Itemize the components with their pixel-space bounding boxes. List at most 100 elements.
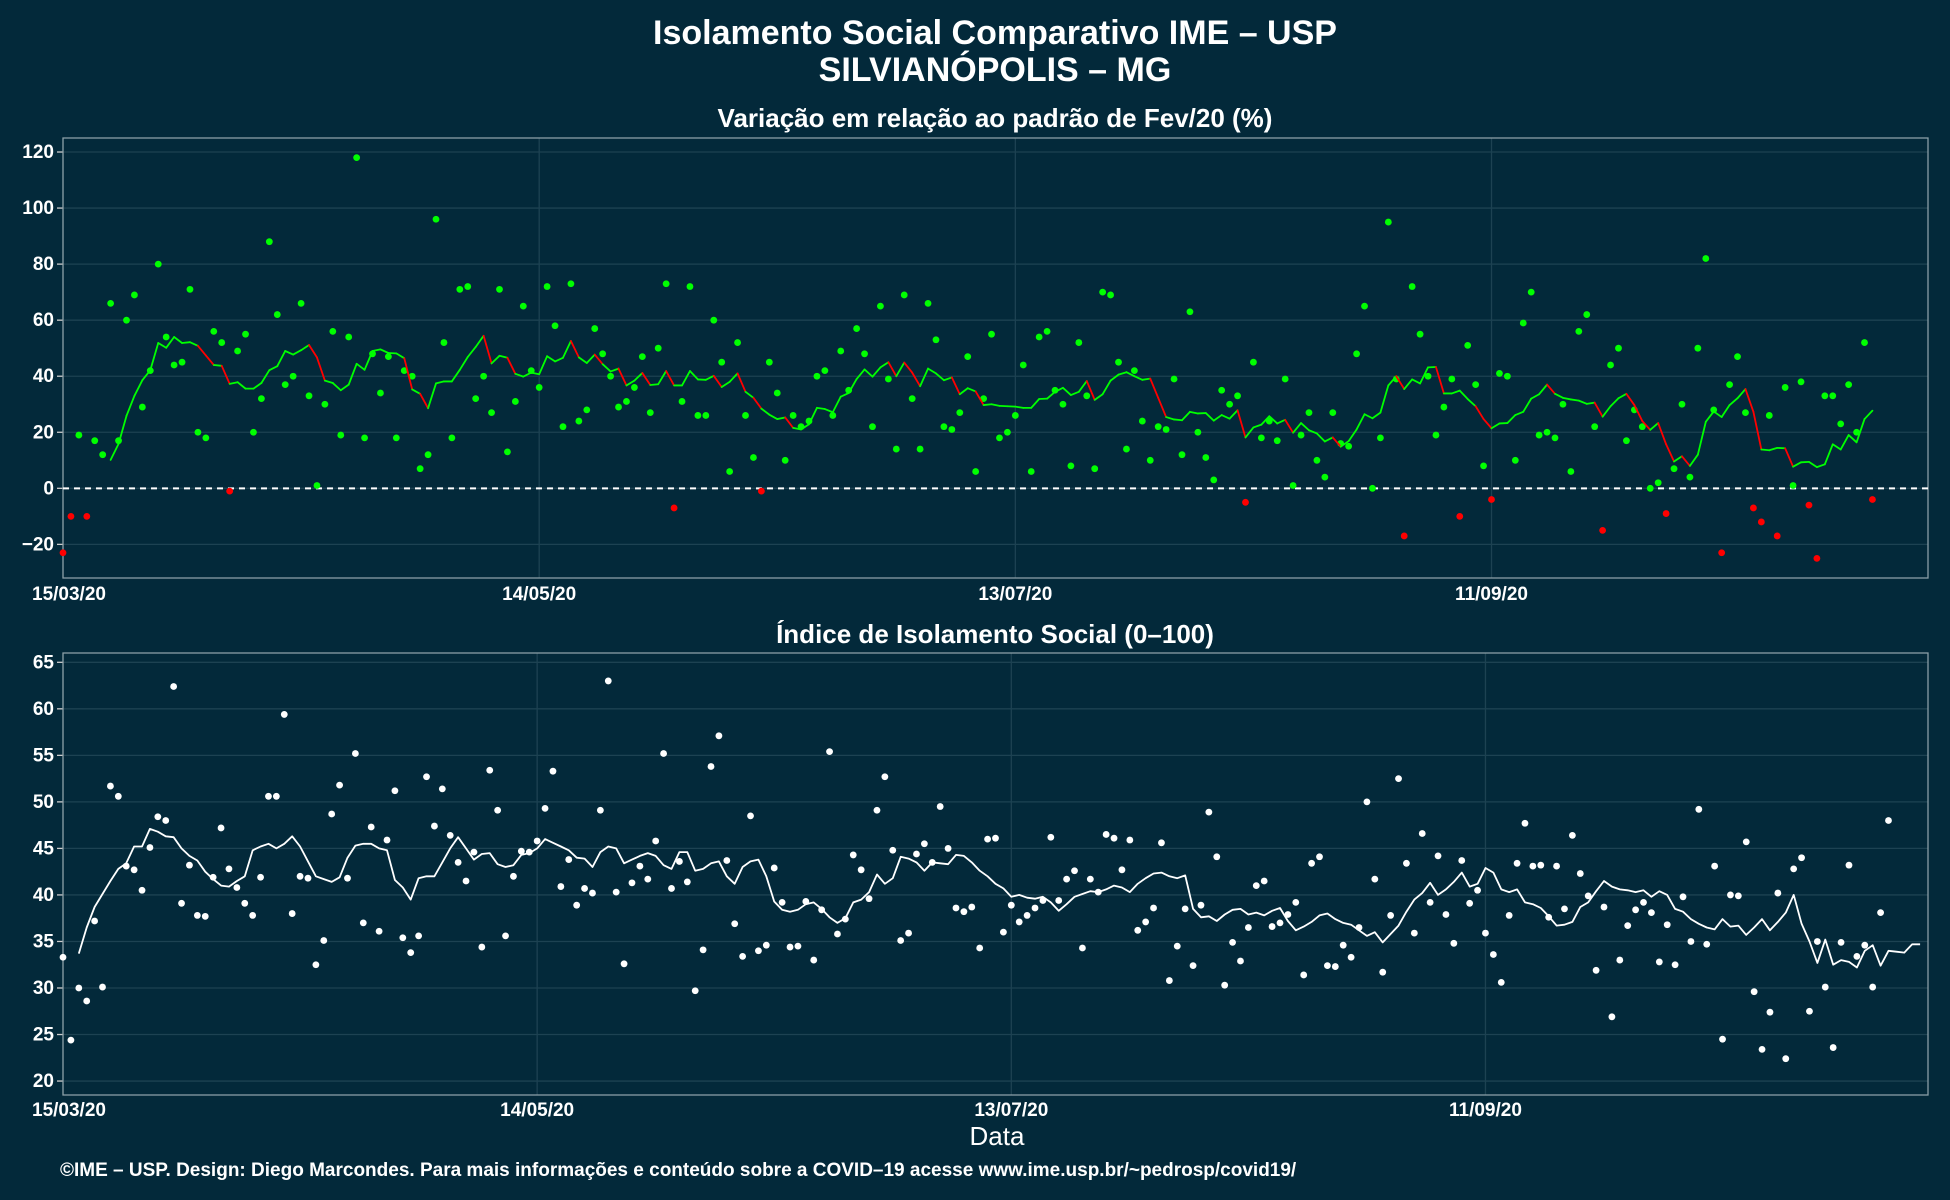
data-point [581, 885, 588, 892]
data-point [1654, 479, 1662, 487]
trend-segment [752, 396, 763, 410]
data-point [739, 952, 747, 960]
data-point [1679, 893, 1687, 901]
data-point [1210, 476, 1218, 484]
data-point [575, 417, 583, 425]
data-point [1474, 886, 1481, 894]
data-point [1773, 532, 1781, 540]
trend-segment [1625, 392, 1636, 406]
trend-segment [760, 407, 771, 416]
data-point [1244, 924, 1252, 931]
trend-segment [1284, 418, 1295, 434]
data-point [289, 372, 297, 380]
data-point [1757, 518, 1765, 526]
data-point [107, 299, 115, 307]
data-point [1472, 381, 1480, 389]
data-point [591, 325, 599, 332]
trend-segment [236, 381, 247, 390]
data-point [1567, 468, 1575, 475]
data-point [1821, 983, 1829, 991]
trend-segment [157, 342, 168, 349]
data-point [1480, 462, 1487, 470]
trend-segment [149, 342, 160, 372]
data-point [1353, 350, 1360, 358]
data-point [589, 889, 596, 897]
data-point [1426, 898, 1434, 906]
data-point [1488, 496, 1495, 503]
trend-segment [1054, 386, 1064, 393]
data-point [265, 792, 272, 800]
data-point [1181, 905, 1189, 913]
trend-segment [617, 367, 628, 387]
grid-lines [62, 138, 1928, 578]
data-point [462, 877, 470, 885]
trend-segment [1181, 410, 1191, 422]
data-point [91, 437, 99, 445]
data-point [1766, 1008, 1774, 1016]
y-tick-label: 35 [33, 931, 55, 952]
trend-segment [728, 372, 739, 383]
data-point [884, 375, 892, 383]
data-point [1424, 372, 1432, 380]
trend-segment [744, 390, 755, 399]
trend-segment [458, 356, 469, 371]
data-point [431, 822, 438, 830]
data-point [675, 858, 683, 865]
trend-segment [1252, 423, 1263, 429]
data-point [604, 677, 612, 685]
trend-segment [1720, 404, 1731, 418]
data-point [1821, 392, 1829, 400]
trend-segment [1728, 397, 1739, 406]
data-point [1782, 1055, 1790, 1063]
data-point [146, 844, 154, 851]
data-point [1464, 341, 1472, 349]
trend-segment [1157, 396, 1168, 418]
data-point [59, 549, 67, 557]
data-point [1268, 923, 1276, 930]
plot-frame [62, 137, 1929, 579]
data-point [1377, 434, 1384, 442]
data-point [1686, 473, 1694, 481]
y-tick-label: 0 [43, 478, 54, 499]
data-point [583, 406, 591, 414]
data-point [1115, 358, 1122, 366]
trend-segment [1815, 463, 1826, 468]
data-point [723, 857, 731, 864]
data-point [351, 750, 359, 757]
trend-segment [1411, 378, 1421, 385]
data-point [1031, 904, 1039, 912]
data-point [1440, 403, 1448, 411]
data-point [391, 787, 399, 795]
data-point [1305, 409, 1313, 417]
x-tick-label: 11/09/20 [1455, 584, 1528, 605]
trend-segment [1125, 371, 1136, 378]
data-point [1702, 255, 1710, 262]
trend-segment [1792, 461, 1802, 468]
trend-segment [339, 383, 350, 392]
y-tick-label: 55 [33, 745, 55, 766]
trend-segment [1601, 405, 1612, 418]
trend-segment [816, 406, 826, 410]
trend-segment [1331, 436, 1342, 448]
data-point [511, 398, 519, 405]
data-point [123, 316, 130, 324]
data-point [1561, 905, 1568, 913]
data-point [932, 336, 940, 344]
data-point [857, 866, 865, 874]
trend-segment [585, 353, 596, 364]
trend-segment [1562, 396, 1572, 401]
data-points [59, 677, 1892, 1063]
data-point [1150, 904, 1157, 912]
data-point [470, 848, 478, 856]
x-axis-label: Data [970, 1121, 1025, 1151]
x-tick-label: 15/03/20 [32, 584, 106, 605]
data-point [873, 806, 881, 814]
data-point [1837, 938, 1845, 946]
data-point [913, 850, 920, 858]
data-point [1000, 928, 1007, 936]
data-point [1086, 875, 1094, 883]
trend-segment [1768, 446, 1779, 452]
data-point [1234, 392, 1241, 400]
trend-segment [704, 374, 715, 381]
data-point [549, 767, 557, 775]
